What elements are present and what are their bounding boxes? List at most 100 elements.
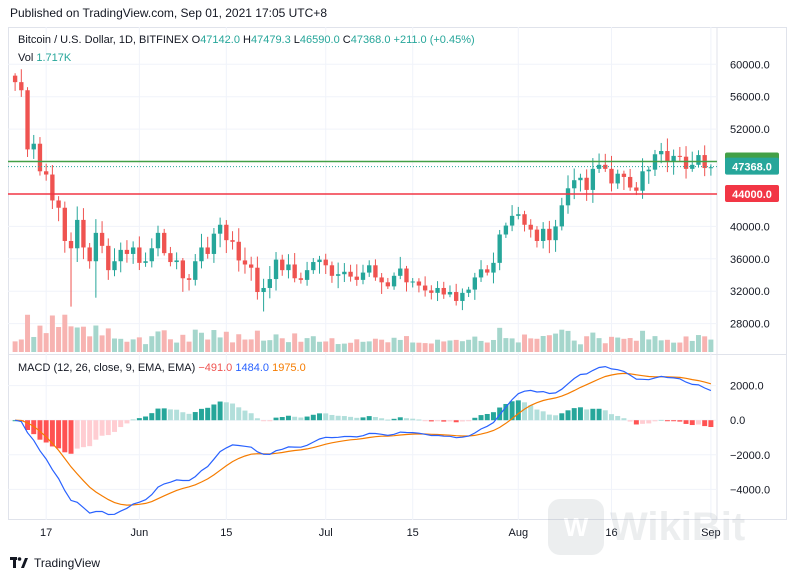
time-tick-label: 15 — [407, 527, 419, 539]
candle-body — [696, 155, 701, 165]
candle-body — [478, 269, 484, 278]
volume-bar — [522, 334, 528, 352]
macd-histogram-bar — [68, 420, 74, 454]
candle-body — [230, 240, 235, 242]
candle-body — [379, 277, 384, 283]
macd-histogram-bar — [515, 400, 521, 421]
symbol-title: Bitcoin / U.S. Dollar, 1D, BITFINEX — [18, 34, 189, 46]
volume-bar — [329, 338, 335, 352]
price-tick-label: 40000.0 — [730, 221, 770, 233]
time-tick-label: Jun — [130, 527, 148, 539]
candle-body — [553, 226, 558, 241]
volume-bar — [99, 335, 105, 352]
macd-histogram-bar — [37, 420, 43, 440]
candle-body — [137, 247, 142, 263]
candle-body — [68, 240, 74, 249]
candle-body — [286, 264, 291, 271]
candle-body — [466, 289, 471, 293]
macd-histogram-bar — [341, 416, 347, 421]
candle-body — [708, 167, 714, 169]
macd-histogram-bar — [242, 410, 248, 421]
volume-bar — [149, 336, 155, 352]
volume-bar — [211, 330, 217, 352]
volume-bar — [584, 336, 590, 352]
candle-body — [50, 174, 55, 201]
macd-histogram-bar — [677, 420, 683, 422]
close-value: 47368.0 — [350, 34, 391, 46]
macd-histogram-bar — [609, 414, 614, 421]
macd-histogram-bar — [149, 413, 155, 421]
candle-body — [261, 287, 266, 293]
candle-body — [242, 260, 248, 265]
watermark-text: WikiBit — [610, 504, 746, 549]
candle-body — [99, 232, 105, 246]
volume-bar — [62, 314, 68, 352]
candle-body — [447, 292, 453, 295]
candle-body — [12, 75, 18, 83]
macd-histogram-bar — [80, 420, 86, 448]
candle-body — [304, 270, 310, 280]
volume-bar — [124, 341, 130, 352]
volume-bar — [192, 329, 198, 352]
volume-bar — [640, 330, 646, 352]
volume-bar — [596, 338, 602, 352]
volume-bar — [503, 338, 509, 352]
macd-histogram-bar — [354, 417, 360, 421]
volume-bar — [317, 341, 322, 352]
macd-histogram-bar — [472, 417, 478, 421]
volume-bar — [534, 338, 540, 352]
volume-bar — [466, 339, 472, 352]
volume-bar — [708, 339, 714, 352]
macd-histogram-bar — [540, 411, 546, 421]
volume-bar — [372, 338, 378, 352]
volume-bar — [677, 342, 683, 352]
volume-bar — [136, 337, 142, 352]
volume-bar — [56, 327, 62, 352]
candle-body — [565, 188, 571, 206]
candle-body — [572, 180, 577, 189]
macd-histogram-bar — [93, 420, 99, 440]
macd-histogram-bar — [292, 416, 298, 421]
volume-bar — [155, 331, 161, 352]
macd-histogram-bar — [379, 418, 385, 421]
volume-bar — [627, 338, 633, 352]
candle-body — [155, 232, 161, 249]
macd-histogram-bar — [528, 405, 534, 421]
macd-histogram-bar — [689, 420, 695, 426]
candle-body — [180, 260, 186, 279]
candle-body — [249, 264, 254, 268]
candle-body — [354, 276, 359, 280]
candle-body — [31, 143, 36, 150]
candle-body — [485, 269, 490, 273]
macd-histogram-bar — [503, 403, 509, 421]
volume-bar — [261, 340, 267, 352]
published-caption: Published on TradingView.com, Sep 01, 20… — [10, 6, 327, 20]
macd-histogram-bar — [143, 416, 149, 421]
high-label: H — [243, 34, 251, 46]
macd-histogram-bar — [621, 418, 627, 421]
volume-bar — [422, 343, 428, 352]
volume-bar — [459, 341, 465, 352]
macd-histogram-bar — [664, 420, 670, 422]
volume-bar — [167, 339, 173, 352]
macd-histogram-bar — [25, 420, 31, 431]
volume-bar — [652, 336, 658, 352]
volume-bar — [341, 343, 347, 352]
macd-histogram-bar — [105, 420, 111, 436]
macd-histogram-bar — [416, 419, 422, 421]
candle-body — [367, 265, 372, 273]
footer-brand[interactable]: TradingView — [10, 556, 100, 570]
volume-bar — [540, 336, 546, 352]
volume-value: 1.717K — [36, 52, 72, 64]
watermark-icon: W — [548, 499, 604, 555]
macd-histogram-bar — [422, 420, 428, 422]
candle-body — [106, 245, 111, 271]
candle-body — [193, 261, 198, 280]
candle-body — [75, 219, 80, 249]
macd-histogram-bar — [112, 420, 117, 432]
macd-histogram-bar — [56, 420, 62, 449]
volume-bar — [497, 327, 503, 352]
volume-bar — [174, 342, 180, 352]
macd-histogram-bar — [534, 409, 540, 421]
